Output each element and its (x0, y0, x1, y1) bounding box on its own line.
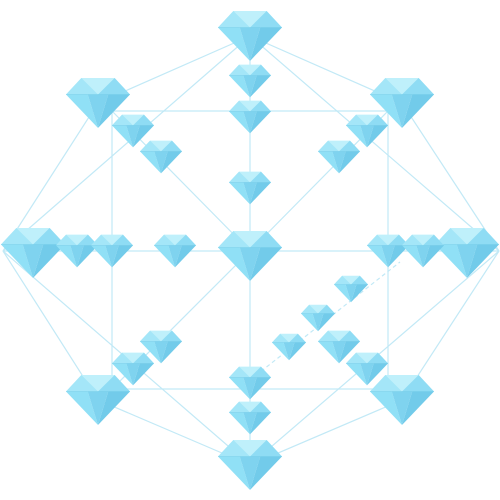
diamond-icon (402, 234, 444, 268)
diamond-icon (140, 330, 182, 364)
diamond-icon (301, 304, 335, 332)
diamond-icon (154, 234, 196, 268)
diamond-icons (1, 11, 499, 490)
diamond-icon (218, 231, 282, 281)
diamond-icon (318, 140, 360, 174)
frame-edge (2, 35, 251, 252)
diamond-icon (435, 228, 499, 278)
diamond-icon (112, 352, 154, 386)
diamond-icon (1, 228, 65, 278)
frame-edge (401, 102, 500, 252)
diamond-icon (370, 78, 434, 128)
frame-edge-dashed (249, 261, 401, 381)
frame-edge (2, 102, 99, 252)
diamond-icon (229, 366, 271, 400)
diamond-icon (112, 114, 154, 148)
diamond-icon (229, 64, 271, 98)
diamond-icon (346, 352, 388, 386)
diamond-icon (229, 401, 271, 435)
diamond-icon (66, 375, 130, 425)
diamond-icon (140, 140, 182, 174)
diamond-icon (218, 11, 282, 61)
diamond-icon (370, 375, 434, 425)
diamond-icon (272, 333, 306, 361)
diamond-icon (346, 114, 388, 148)
diamond-icon (66, 78, 130, 128)
diamond-icon (367, 234, 409, 268)
diamond-icon (229, 100, 271, 134)
diamond-icon (56, 234, 98, 268)
frame-edge (249, 35, 500, 252)
diamond-icon (334, 275, 368, 303)
diamond-icon (218, 440, 282, 490)
diamond-icon (229, 171, 271, 205)
diamond-icon (318, 330, 360, 364)
diamond-icon (91, 234, 133, 268)
